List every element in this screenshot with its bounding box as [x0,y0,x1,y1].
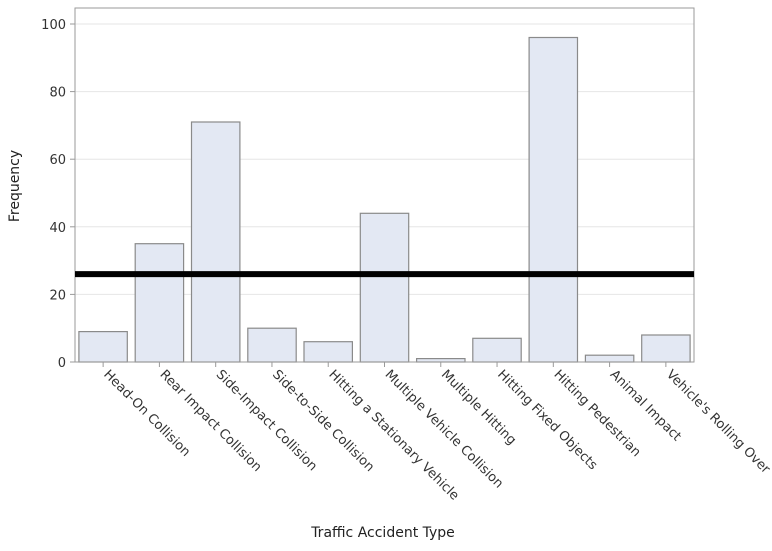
y-tick-label: 100 [41,18,66,33]
y-tick-label: 80 [49,86,66,101]
x-tick-label: Side-to-Side Collision [269,367,377,475]
bars [78,36,691,363]
bar [641,334,691,363]
axes [70,7,695,367]
x-tick-label: Rear Impact Collision [157,367,265,475]
bar [303,341,354,363]
y-axis-title: Frequency [7,150,23,222]
y-tick-label: 0 [58,356,66,371]
bar [134,243,185,363]
bar [416,358,466,363]
y-tick-label: 60 [49,153,66,168]
bar [472,337,522,363]
y-tick-labels: 0 20 40 60 80 100 [41,18,66,371]
bar [528,36,579,363]
bar [584,354,635,363]
bar [359,212,410,363]
x-axis-title: Traffic Accident Type [310,525,455,541]
bar [78,331,128,363]
x-tick-label: Side-Impact Collision [213,367,320,474]
bar [190,121,241,363]
x-tick-label: Hitting Fixed Objects [494,367,600,473]
x-tick-label: Multiple Vehicle Collision [382,367,506,491]
y-tick-label: 20 [49,288,66,303]
grid-lines [75,23,694,295]
x-tick-label: Vehicle's Rolling Over [663,367,772,477]
bar [247,327,297,363]
y-tick-label: 40 [49,221,66,236]
